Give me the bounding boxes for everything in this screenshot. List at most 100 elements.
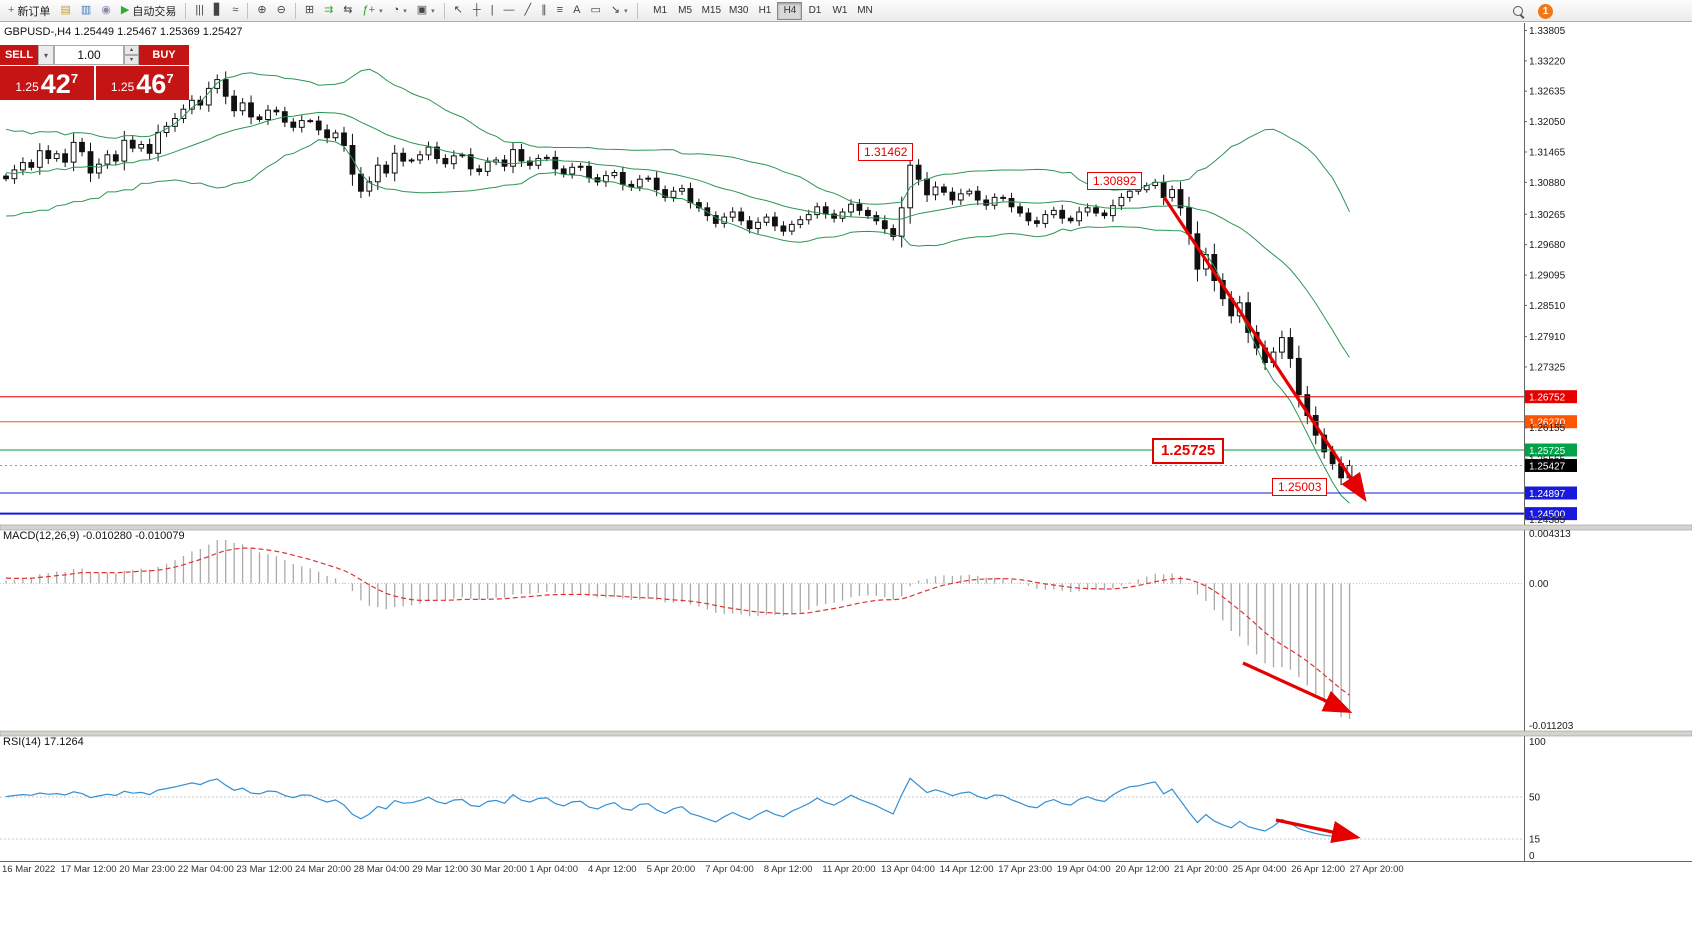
cursor-icon[interactable]: ↖ bbox=[449, 2, 468, 20]
sell-price-button[interactable]: 1.25 42 7 bbox=[0, 66, 94, 100]
sell-price-main: 42 bbox=[40, 69, 71, 100]
profiles-icon[interactable]: ▤ bbox=[55, 2, 75, 20]
candle-body bbox=[476, 168, 483, 172]
timeframe-w1[interactable]: W1 bbox=[827, 2, 852, 20]
price-annotation[interactable]: 1.30892 bbox=[1087, 172, 1143, 191]
candle-body bbox=[62, 153, 69, 163]
candle-body bbox=[28, 162, 35, 168]
new-order-button: + bbox=[8, 4, 15, 16]
level-price-badge-text: 1.24500 bbox=[1529, 510, 1566, 521]
price-axis-label: 1.29680 bbox=[1529, 240, 1566, 251]
text-label-icon[interactable]: ▭ bbox=[585, 2, 605, 20]
auto-scroll-icon[interactable]: ⇉ bbox=[319, 2, 338, 20]
bollinger-middle-line[interactable] bbox=[5, 111, 1350, 358]
candle-body bbox=[374, 164, 381, 183]
price-annotation[interactable]: 1.25003 bbox=[1272, 478, 1328, 497]
candle-body bbox=[36, 150, 43, 168]
candle-body bbox=[1295, 357, 1302, 396]
candle-body bbox=[172, 118, 178, 127]
time-axis-label: 21 Apr 20:00 bbox=[1174, 864, 1228, 875]
candle-body bbox=[1059, 209, 1066, 219]
rsi-axis-label: 50 bbox=[1529, 793, 1541, 804]
periods-icon[interactable]: ◔ ▾ bbox=[388, 2, 412, 20]
bollinger-lower-line[interactable] bbox=[5, 139, 1350, 504]
chart-shift-icon: ⇆ bbox=[343, 4, 353, 16]
timeframe-m15[interactable]: M15 bbox=[698, 2, 725, 20]
candles-group[interactable] bbox=[3, 71, 1353, 486]
timeframe-mn[interactable]: MN bbox=[852, 2, 877, 20]
periods-icon: ◔ bbox=[392, 4, 400, 16]
zoom-out-icon: ⊖ bbox=[276, 4, 286, 16]
new-order-button[interactable]: + 新订单 bbox=[3, 2, 55, 20]
price-annotation[interactable]: 1.25725 bbox=[1152, 438, 1225, 464]
candle-body bbox=[1118, 196, 1125, 207]
candle-body bbox=[79, 141, 85, 153]
candle-body bbox=[797, 219, 804, 225]
candle-body bbox=[434, 146, 440, 160]
horizontal-line-icon[interactable]: — bbox=[499, 2, 520, 20]
buy-price-button[interactable]: 1.25 46 7 bbox=[95, 66, 189, 100]
candle-body bbox=[290, 121, 297, 128]
indicators-list-icon: ƒ+ bbox=[362, 4, 376, 16]
price-axis-label: 1.27325 bbox=[1529, 362, 1566, 373]
magnifier-glyph bbox=[1513, 6, 1525, 18]
timeframe-d1[interactable]: D1 bbox=[802, 2, 827, 20]
equidistant-channel-icon[interactable]: ∥ bbox=[536, 2, 552, 20]
macd-indicator-label: MACD(12,26,9) -0.010280 -0.010079 bbox=[3, 530, 185, 542]
indicators-list-icon[interactable]: ƒ+ ▾ bbox=[358, 2, 388, 20]
chart-shift-icon[interactable]: ⇆ bbox=[338, 2, 357, 20]
candlestick-chart-icon[interactable]: ▋ bbox=[209, 2, 227, 20]
trend-arrow[interactable] bbox=[1275, 818, 1361, 843]
price-annotation[interactable]: 1.31462 bbox=[858, 143, 914, 162]
candle-body bbox=[315, 120, 322, 131]
trend-arrow[interactable] bbox=[1242, 661, 1353, 713]
candle-body bbox=[104, 154, 111, 165]
panel-splitter[interactable] bbox=[0, 730, 1692, 737]
timeframe-h4[interactable]: H4 bbox=[777, 1, 803, 20]
buy-button[interactable]: BUY bbox=[139, 45, 189, 65]
candle-body bbox=[239, 102, 246, 112]
arrows-icon[interactable]: ↘ ▾ bbox=[606, 2, 633, 20]
vertical-line-icon[interactable]: | bbox=[486, 2, 499, 20]
templates-icon[interactable]: ▣ ▾ bbox=[412, 2, 440, 20]
volume-dropdown-button[interactable]: ▾ bbox=[38, 45, 54, 65]
candle-body bbox=[966, 190, 973, 195]
trendline-icon[interactable]: ╱ bbox=[520, 2, 537, 20]
volume-input[interactable]: 1.00 bbox=[54, 45, 124, 65]
candle-body bbox=[1084, 207, 1091, 213]
candle-body bbox=[577, 165, 584, 168]
community-icon[interactable]: ◉ bbox=[96, 2, 116, 20]
trend-arrow[interactable] bbox=[1162, 196, 1367, 502]
crosshair-icon[interactable]: ┼ bbox=[468, 2, 486, 20]
sell-price-prefix: 1.25 bbox=[15, 80, 39, 94]
level-price-badge bbox=[1525, 486, 1577, 500]
charts-grid-icon[interactable]: ▥ bbox=[76, 2, 96, 20]
timeframe-m30[interactable]: M30 bbox=[725, 2, 752, 20]
candle-body bbox=[366, 181, 373, 192]
candle-body bbox=[518, 149, 525, 162]
volume-increase-button[interactable]: ▴ bbox=[124, 45, 139, 55]
panel-splitter[interactable] bbox=[0, 524, 1692, 531]
volume-decrease-button[interactable]: ▾ bbox=[124, 55, 139, 65]
auto-trading-button[interactable]: ▶ 自动交易 bbox=[116, 2, 181, 20]
trade-widget-controls: SELL ▾ 1.00 ▴ ▾ BUY bbox=[0, 45, 189, 65]
fibonacci-icon[interactable]: ≡ bbox=[552, 2, 568, 20]
timeframe-h1[interactable]: H1 bbox=[752, 2, 777, 20]
ohlc-bars-chart-icon[interactable]: ||| bbox=[190, 2, 209, 20]
price-axis-label: 1.32050 bbox=[1529, 117, 1566, 128]
time-axis-label: 29 Mar 12:00 bbox=[412, 864, 468, 875]
tile-windows-icon[interactable]: ⊞ bbox=[300, 2, 319, 20]
price-axis-label: 1.26155 bbox=[1529, 423, 1566, 434]
sell-button[interactable]: SELL bbox=[0, 45, 38, 65]
timeframe-m1[interactable]: M1 bbox=[648, 2, 673, 20]
text-icon[interactable]: A bbox=[568, 2, 585, 20]
line-chart-icon[interactable]: ≈ bbox=[227, 2, 243, 20]
zoom-in-icon[interactable]: ⊕ bbox=[252, 2, 271, 20]
notification-badge[interactable]: 1 bbox=[1538, 3, 1553, 19]
zoom-out-icon[interactable]: ⊖ bbox=[272, 2, 291, 20]
search-icon[interactable] bbox=[1508, 2, 1528, 20]
candle-body bbox=[87, 151, 94, 174]
timeframe-m5[interactable]: M5 bbox=[673, 2, 698, 20]
